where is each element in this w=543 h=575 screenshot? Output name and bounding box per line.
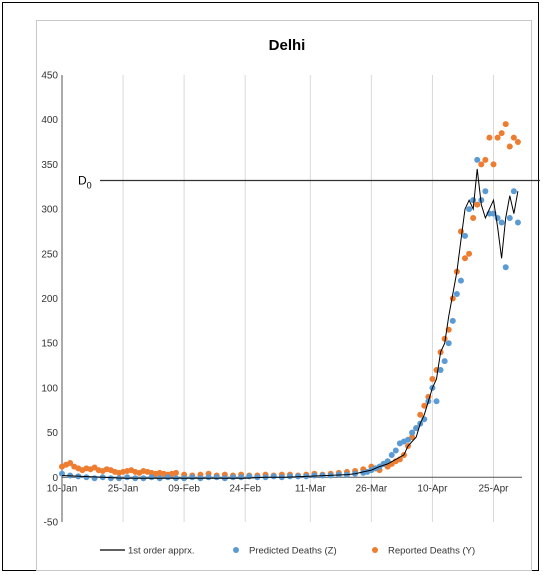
- x-tick-label: 26-Mar: [356, 483, 388, 494]
- reported-point: [421, 402, 428, 409]
- legend-dot-swatch: [233, 547, 239, 553]
- predicted-point: [392, 447, 399, 454]
- reported-point: [498, 130, 505, 137]
- predicted-point: [164, 474, 171, 481]
- predicted-point: [514, 219, 521, 226]
- reported-point: [506, 143, 513, 150]
- y-tick-label: 250: [41, 249, 58, 260]
- y-tick-label: 300: [41, 205, 58, 216]
- reference-line-subscript: 0: [87, 180, 92, 190]
- approx-line: [61, 168, 519, 479]
- predicted-point: [437, 367, 444, 374]
- y-tick-label: 400: [41, 115, 58, 126]
- predicted-point: [270, 473, 277, 480]
- predicted-point: [474, 156, 481, 163]
- predicted-point: [433, 398, 440, 405]
- predicted-point: [445, 340, 452, 347]
- reported-point: [441, 335, 448, 342]
- predicted-point: [409, 429, 416, 436]
- reported-point: [457, 228, 464, 235]
- y-tick-label: -50: [44, 518, 59, 529]
- x-tick-label: 25-Jan: [108, 483, 139, 494]
- reference-line-label: D0: [78, 173, 92, 190]
- x-tick-label: 25-Apr: [478, 483, 509, 494]
- reported-point: [474, 201, 481, 208]
- reported-point: [429, 375, 436, 382]
- predicted-point: [506, 215, 513, 222]
- reported-point: [514, 139, 521, 146]
- reported-point: [482, 156, 489, 163]
- reported-point: [417, 411, 424, 418]
- y-tick-label: 350: [41, 160, 58, 171]
- legend-item-approx: 1st order apprx.: [100, 546, 195, 557]
- predicted-point: [311, 472, 318, 479]
- predicted-point: [453, 291, 460, 298]
- predicted-point: [107, 475, 114, 482]
- y-tick-labels: -50 0 50 100 150 200 250 300 350 400 450: [41, 71, 58, 529]
- legend-label: 1st order apprx.: [128, 546, 195, 557]
- y-tick-label: 150: [41, 339, 58, 350]
- predicted-point: [470, 197, 477, 204]
- legend-item-reported: Reported Deaths (Y): [372, 546, 475, 557]
- series-predicted-deaths: [59, 156, 521, 482]
- predicted-point: [462, 232, 469, 239]
- predicted-point: [91, 475, 98, 482]
- predicted-point: [388, 451, 395, 458]
- y-tick-label: 200: [41, 294, 58, 305]
- legend: 1st order apprx. Predicted Deaths (Z) Repo…: [100, 546, 475, 557]
- chart-title: Delhi: [269, 37, 306, 54]
- predicted-point: [449, 317, 456, 324]
- predicted-point: [148, 474, 155, 481]
- x-tick-label: 10-Jan: [47, 483, 78, 494]
- x-tick-label: 11-Mar: [295, 483, 327, 494]
- reported-point: [462, 255, 469, 262]
- series-1st-order-approx: [61, 168, 519, 479]
- legend-item-predicted: Predicted Deaths (Z): [233, 546, 337, 557]
- predicted-point: [405, 436, 412, 443]
- predicted-point: [83, 474, 90, 481]
- gridlines: [61, 75, 495, 522]
- legend-dot-swatch: [372, 547, 378, 553]
- predicted-point: [286, 473, 293, 480]
- y-tick-label: 100: [41, 383, 58, 394]
- y-tick-label: 450: [41, 71, 58, 82]
- x-tick-labels: 10-Jan 25-Jan 09-Feb 24-Feb 11-Mar 26-Mar 10-A…: [47, 483, 509, 494]
- predicted-point: [482, 188, 489, 195]
- predicted-point: [124, 474, 131, 481]
- x-tick-label: 24-Feb: [229, 483, 261, 494]
- legend-label: Reported Deaths (Y): [388, 546, 475, 557]
- reported-point: [466, 250, 473, 257]
- legend-label: Predicted Deaths (Z): [249, 546, 337, 557]
- predicted-point: [213, 474, 220, 481]
- reference-line-d0: D0: [78, 173, 540, 190]
- predicted-point: [457, 277, 464, 284]
- x-tick-label: 10-Apr: [417, 483, 448, 494]
- predicted-point: [189, 474, 196, 481]
- predicted-point: [413, 425, 420, 432]
- predicted-point: [510, 188, 517, 195]
- reported-point: [67, 459, 74, 466]
- predicted-point: [466, 206, 473, 213]
- reported-point: [478, 161, 485, 168]
- predicted-point: [238, 474, 245, 481]
- predicted-point: [498, 219, 505, 226]
- reported-point: [486, 134, 493, 141]
- y-tick-label: 0: [52, 473, 58, 484]
- predicted-point: [229, 474, 236, 481]
- reported-point: [502, 121, 509, 128]
- predicted-point: [205, 474, 212, 481]
- reported-point: [494, 134, 501, 141]
- predicted-point: [502, 264, 509, 271]
- x-tick-label: 09-Feb: [168, 483, 200, 494]
- reported-point: [470, 215, 477, 222]
- reported-point: [510, 134, 517, 141]
- y-tick-label: 50: [47, 428, 59, 439]
- reported-point: [490, 161, 497, 168]
- reported-point: [172, 469, 179, 476]
- predicted-point: [441, 358, 448, 365]
